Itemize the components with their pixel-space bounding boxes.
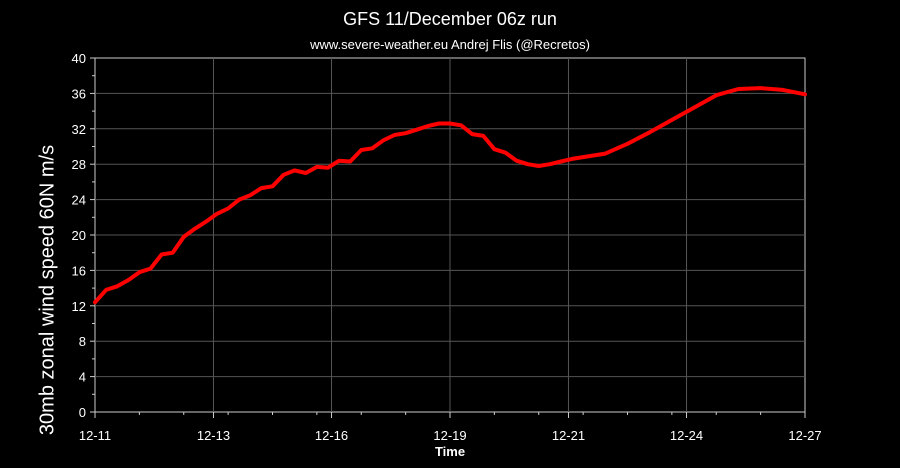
y-tick-label: 4 bbox=[79, 370, 86, 385]
x-tick-label: 12-16 bbox=[315, 428, 348, 443]
x-tick-label: 12-27 bbox=[788, 428, 821, 443]
y-tick-label: 40 bbox=[72, 51, 86, 66]
series-line bbox=[93, 86, 807, 305]
x-tick-label: 12-24 bbox=[670, 428, 703, 443]
x-tick-label: 12-19 bbox=[433, 428, 466, 443]
series-group bbox=[93, 86, 807, 305]
y-tick-label: 32 bbox=[72, 122, 86, 137]
x-tick-label: 12-13 bbox=[197, 428, 230, 443]
ticks: 0 4 8 12 16 20 24 28 32 36 40 12-11 12-13 12-16 12-19 1… bbox=[72, 51, 822, 443]
y-tick-label: 28 bbox=[72, 157, 86, 172]
chart-title: GFS 11/December 06z run bbox=[343, 9, 557, 29]
chart-subtitle: www.severe-weather.eu Andrej Flis (@Recr… bbox=[310, 37, 590, 52]
y-tick-label: 24 bbox=[72, 193, 86, 208]
y-tick-label: 36 bbox=[72, 86, 86, 101]
y-axis-label: 30mb zonal wind speed 60N m/s bbox=[36, 144, 59, 436]
y-tick-label: 16 bbox=[72, 263, 86, 278]
x-axis-label: Time bbox=[434, 444, 466, 459]
x-tick-label: 12-11 bbox=[79, 428, 111, 443]
y-tick-label: 0 bbox=[79, 405, 86, 420]
y-tick-label: 8 bbox=[79, 334, 86, 349]
grid bbox=[95, 58, 805, 412]
y-tick-label: 12 bbox=[72, 299, 86, 314]
y-tick-label: 20 bbox=[72, 228, 86, 243]
x-tick-label: 12-21 bbox=[552, 428, 585, 443]
